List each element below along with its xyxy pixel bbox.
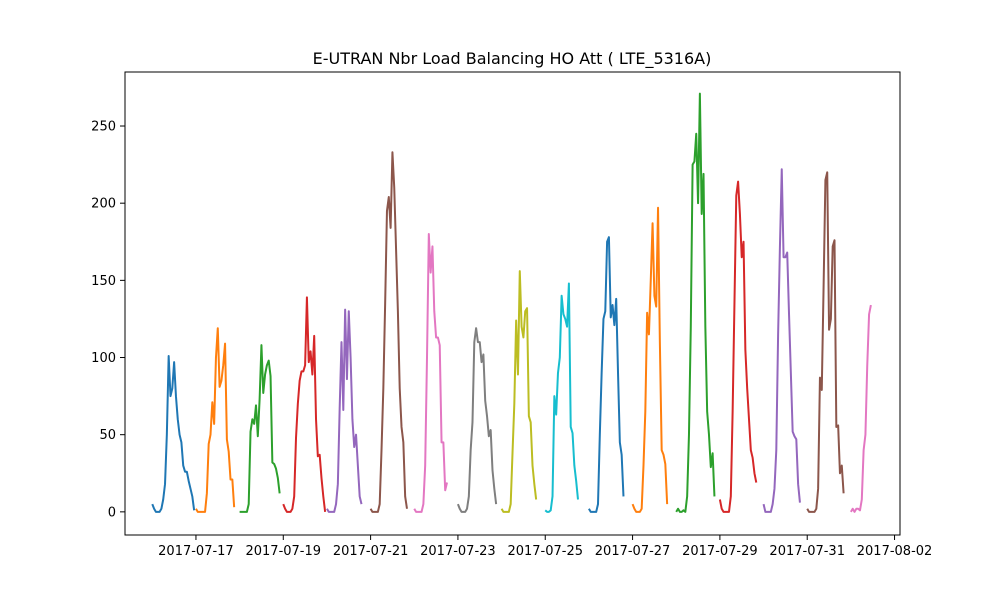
x-tick-label: 2017-08-02 (857, 544, 933, 559)
series-line-12 (631, 206, 669, 513)
series-line-13 (675, 92, 716, 513)
series-line-15 (762, 168, 801, 513)
y-axis: 0 50 100 150 200 250 (91, 120, 125, 520)
series-line-9 (500, 270, 538, 513)
y-tick-label: 150 (91, 274, 116, 289)
series-line-1 (151, 354, 196, 513)
series-line-4 (282, 296, 327, 513)
series-line-5 (326, 308, 363, 513)
chart-title: E-UTRAN Nbr Load Balancing HO Att ( LTE_… (313, 49, 712, 69)
series-line-2 (195, 327, 236, 513)
series-line-11 (588, 236, 625, 513)
x-tick-label: 2017-07-29 (682, 544, 758, 559)
x-axis: 2017-07-17 2017-07-19 2017-07-21 2017-07-23… (158, 535, 932, 559)
series-line-17 (850, 304, 872, 513)
series-line-3 (239, 344, 281, 513)
y-tick-label: 100 (91, 351, 116, 366)
series-line-6 (369, 151, 408, 513)
y-tick-label: 50 (99, 428, 116, 443)
y-tick-label: 200 (91, 197, 116, 212)
plot-area (124, 71, 901, 536)
series-line-16 (806, 171, 845, 513)
y-tick-label: 0 (108, 505, 116, 520)
series-line-10 (544, 282, 579, 513)
x-tick-label: 2017-07-23 (420, 544, 496, 559)
x-tick-label: 2017-07-27 (595, 544, 671, 559)
plot-frame (124, 71, 901, 536)
x-tick-label: 2017-07-19 (245, 544, 321, 559)
x-tick-label: 2017-07-17 (158, 544, 234, 559)
series-line-7 (413, 233, 448, 513)
series-line-14 (718, 180, 758, 513)
x-tick-label: 2017-07-21 (333, 544, 409, 559)
series-line-8 (456, 327, 498, 513)
y-tick-label: 250 (91, 120, 116, 135)
x-tick-label: 2017-07-31 (769, 544, 845, 559)
x-tick-label: 2017-07-25 (507, 544, 583, 559)
